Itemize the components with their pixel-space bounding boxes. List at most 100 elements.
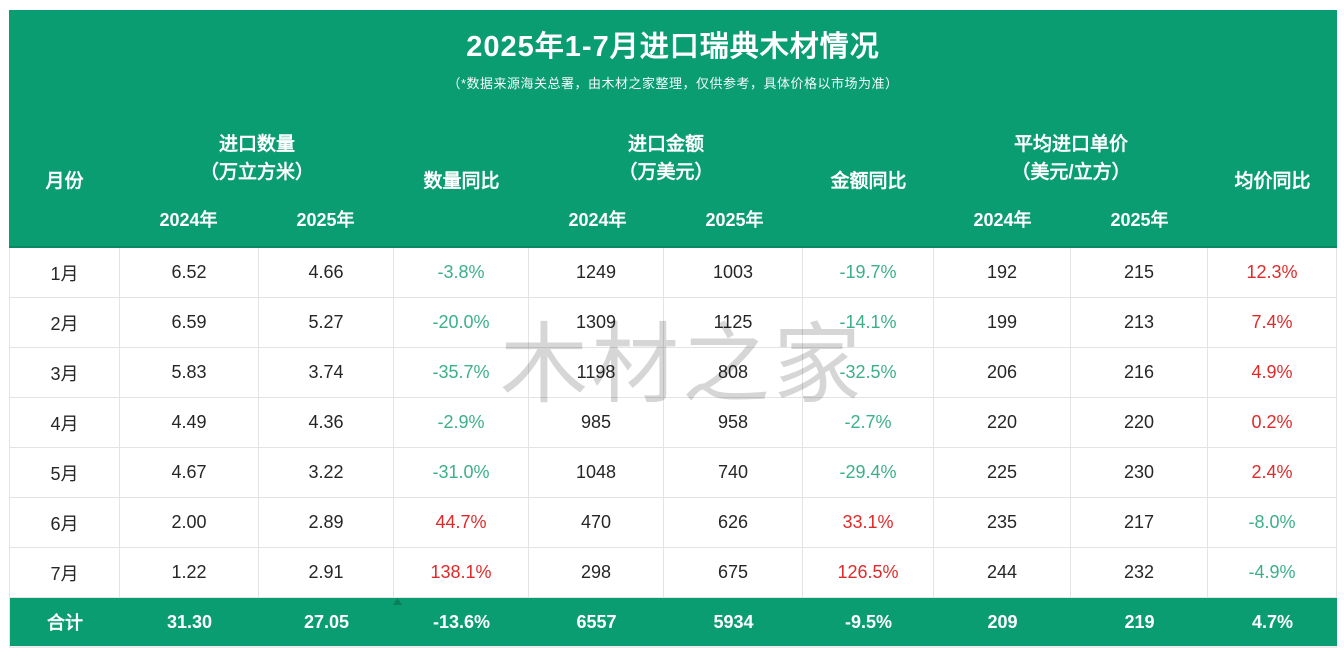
cell-qty-2024: 6.52: [120, 248, 259, 298]
cell-price-2024: 225: [934, 448, 1071, 498]
cell-amt-yoy: -32.5%: [803, 348, 934, 398]
cell-price-2025: 232: [1071, 548, 1208, 598]
cell-amt-2024: 985: [529, 398, 664, 448]
table-row: 6月 2.00 2.89 44.7% 470 626 33.1% 235 217 -8.0%: [9, 498, 1337, 548]
price-year-2024: 2024年: [973, 209, 1032, 230]
page-title: 2025年1-7月进口瑞典木材情况: [466, 30, 880, 63]
cell-amt-2025: 808: [664, 348, 803, 398]
price-group-unit: （美元/立方）: [1011, 161, 1131, 183]
cell-amt-2025: 675: [664, 548, 803, 598]
table-row: 3月 5.83 3.74 -35.7% 1198 808 -32.5% 206 216 4.9%: [9, 348, 1337, 398]
cell-qty-2025: 4.66: [259, 248, 394, 298]
cell-price-2024: 209: [934, 598, 1071, 646]
cell-amt-2024: 1048: [529, 448, 664, 498]
cell-amt-2025: 958: [664, 398, 803, 448]
cell-qty-2025: 4.36: [259, 398, 394, 448]
amount-year-2024: 2024年: [568, 209, 627, 230]
cell-month: 6月: [9, 498, 120, 548]
cell-month: 2月: [9, 298, 120, 348]
cell-qty-2024: 4.49: [120, 398, 259, 448]
amount-year-2025: 2025年: [705, 209, 764, 230]
col-group-quantity: 进口数量 （万立方米） 2024年 2025年: [120, 113, 394, 246]
cell-price-yoy: 4.7%: [1208, 598, 1337, 646]
table-body: 1月 6.52 4.66 -3.8% 1249 1003 -19.7% 192 215 12.3%…: [9, 248, 1337, 598]
cell-amt-2024: 1198: [529, 348, 664, 398]
cell-price-yoy: 7.4%: [1208, 298, 1337, 348]
cell-amt-2025: 626: [664, 498, 803, 548]
title-zone: 2025年1-7月进口瑞典木材情况 （*数据来源海关总署，由木材之家整理，仅供参…: [9, 10, 1337, 113]
price-year-2025: 2025年: [1110, 209, 1169, 230]
cell-qty-2025: 3.22: [259, 448, 394, 498]
import-data-table: 2025年1-7月进口瑞典木材情况 （*数据来源海关总署，由木材之家整理，仅供参…: [9, 10, 1337, 646]
cell-amt-2025: 5934: [664, 598, 803, 646]
cell-qty-2025: 2.89: [259, 498, 394, 548]
cell-amt-2025: 740: [664, 448, 803, 498]
cell-month: 3月: [9, 348, 120, 398]
quantity-group-unit: （万立方米）: [199, 161, 314, 183]
cell-qty-2025: 2.91: [259, 548, 394, 598]
cell-month: 7月: [9, 548, 120, 598]
cell-qty-yoy: -2.9%: [394, 398, 529, 448]
table-row: 7月 1.22 2.91 138.1% 298 675 126.5% 244 232 -4.9%: [9, 548, 1337, 598]
table-row: 2月 6.59 5.27 -20.0% 1309 1125 -14.1% 199 213 7.4%: [9, 298, 1337, 348]
cell-price-yoy: 0.2%: [1208, 398, 1337, 448]
cell-qty-2024: 4.67: [120, 448, 259, 498]
cell-amt-2025: 1125: [664, 298, 803, 348]
cell-price-2024: 244: [934, 548, 1071, 598]
cell-qty-2025: 3.74: [259, 348, 394, 398]
cell-qty-2024: 6.59: [120, 298, 259, 348]
cell-price-2025: 213: [1071, 298, 1208, 348]
cell-month: 1月: [9, 248, 120, 298]
column-headers: 月份 进口数量 （万立方米） 2024年 2025年 数量同比 进口金额 （万美…: [9, 113, 1337, 246]
cell-price-2024: 220: [934, 398, 1071, 448]
price-group-title: 平均进口单价: [1013, 133, 1128, 155]
table-row: 5月 4.67 3.22 -31.0% 1048 740 -29.4% 225 230 2.4%: [9, 448, 1337, 498]
cell-price-yoy: 12.3%: [1208, 248, 1337, 298]
cell-qty-2024: 5.83: [120, 348, 259, 398]
cell-amt-yoy: 126.5%: [803, 548, 934, 598]
cell-amt-2024: 1309: [529, 298, 664, 348]
cell-month: 5月: [9, 448, 120, 498]
cell-amt-2025: 1003: [664, 248, 803, 298]
total-row: 合计 31.30 27.05 -13.6% 6557 5934 -9.5% 209 219 4.7…: [9, 598, 1337, 646]
col-header-amt-yoy: 金额同比: [830, 171, 907, 192]
cell-price-yoy: 2.4%: [1208, 448, 1337, 498]
cell-qty-yoy: -13.6%: [394, 598, 529, 646]
cell-amt-yoy: -14.1%: [803, 298, 934, 348]
cell-amt-2024: 298: [529, 548, 664, 598]
cell-qty-2024: 31.30: [120, 598, 259, 646]
cell-price-2024: 235: [934, 498, 1071, 548]
table-row: 1月 6.52 4.66 -3.8% 1249 1003 -19.7% 192 215 12.3%: [9, 248, 1337, 298]
col-header-qty-yoy: 数量同比: [423, 171, 500, 192]
cell-amt-2024: 470: [529, 498, 664, 548]
cell-qty-2024: 1.22: [120, 548, 259, 598]
cell-amt-yoy: -19.7%: [803, 248, 934, 298]
quantity-year-2024: 2024年: [159, 209, 218, 230]
cell-amt-2024: 1249: [529, 248, 664, 298]
quantity-year-2025: 2025年: [296, 209, 355, 230]
table-row: 4月 4.49 4.36 -2.9% 985 958 -2.7% 220 220 0.2%: [9, 398, 1337, 448]
cell-price-2025: 215: [1071, 248, 1208, 298]
col-group-amount: 进口金额 （万美元） 2024年 2025年: [529, 113, 803, 246]
cell-qty-yoy: -3.8%: [394, 248, 529, 298]
cell-amt-yoy: -2.7%: [803, 398, 934, 448]
cell-price-2024: 192: [934, 248, 1071, 298]
cell-qty-yoy: -35.7%: [394, 348, 529, 398]
cell-price-2025: 216: [1071, 348, 1208, 398]
quantity-group-title: 进口数量: [218, 133, 295, 155]
cell-price-yoy: -8.0%: [1208, 498, 1337, 548]
cell-price-yoy: 4.9%: [1208, 348, 1337, 398]
cell-price-2025: 217: [1071, 498, 1208, 548]
cell-amt-yoy: -9.5%: [803, 598, 934, 646]
cell-price-2024: 199: [934, 298, 1071, 348]
amount-group-title: 进口金额: [627, 133, 704, 155]
cell-qty-yoy: 44.7%: [394, 498, 529, 548]
total-row-container: 合计 31.30 27.05 -13.6% 6557 5934 -9.5% 209 219 4.7…: [9, 598, 1337, 646]
table-header: 2025年1-7月进口瑞典木材情况 （*数据来源海关总署，由木材之家整理，仅供参…: [9, 10, 1337, 248]
cell-qty-2025: 27.05: [259, 598, 394, 646]
cell-month: 合计: [9, 598, 120, 646]
cell-qty-yoy: 138.1%: [394, 548, 529, 598]
cell-amt-yoy: -29.4%: [803, 448, 934, 498]
cell-month: 4月: [9, 398, 120, 448]
col-header-price-yoy: 均价同比: [1234, 171, 1311, 192]
